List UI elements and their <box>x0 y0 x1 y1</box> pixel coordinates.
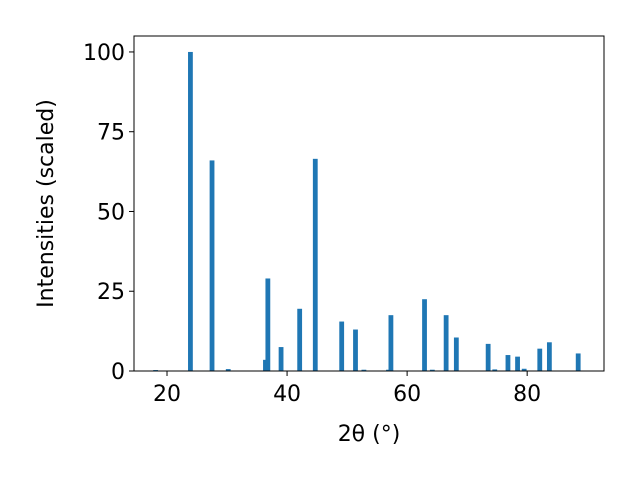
x-tick-label: 40 <box>273 382 301 407</box>
bar <box>546 342 552 371</box>
bar <box>453 337 459 371</box>
bar <box>575 353 581 371</box>
bar <box>515 356 520 371</box>
y-tick-label: 25 <box>97 280 125 305</box>
bar <box>297 308 303 371</box>
bar <box>443 315 449 371</box>
bar <box>339 321 345 371</box>
y-tick-label: 0 <box>111 360 125 385</box>
y-axis-label: Intensities (scaled) <box>34 99 59 308</box>
bar <box>278 347 284 371</box>
bar <box>429 369 435 371</box>
x-tick-label: 80 <box>513 382 541 407</box>
x-axis-label: 2θ (°) <box>338 422 401 447</box>
bar <box>388 315 394 371</box>
y-tick-label: 100 <box>83 41 125 66</box>
bar <box>312 158 318 371</box>
y-tick-label: 50 <box>97 200 125 225</box>
bar <box>537 348 543 371</box>
bar <box>361 369 367 371</box>
bar <box>209 160 215 371</box>
bar <box>188 51 193 371</box>
x-axis-ticks: 20 40 60 80 <box>153 371 541 407</box>
bar <box>492 369 498 371</box>
plot-frame <box>133 35 605 372</box>
y-axis-ticks: 0 25 50 75 100 <box>83 41 134 385</box>
bar <box>265 278 271 371</box>
bar <box>521 368 527 371</box>
bar <box>225 369 231 371</box>
x-tick-label: 60 <box>393 382 421 407</box>
bar <box>422 299 427 371</box>
x-tick-label: 20 <box>153 382 181 407</box>
y-tick-label: 75 <box>97 121 125 146</box>
bar <box>505 355 511 371</box>
bar-series <box>153 51 581 371</box>
bar <box>485 343 491 371</box>
bar <box>353 329 358 371</box>
